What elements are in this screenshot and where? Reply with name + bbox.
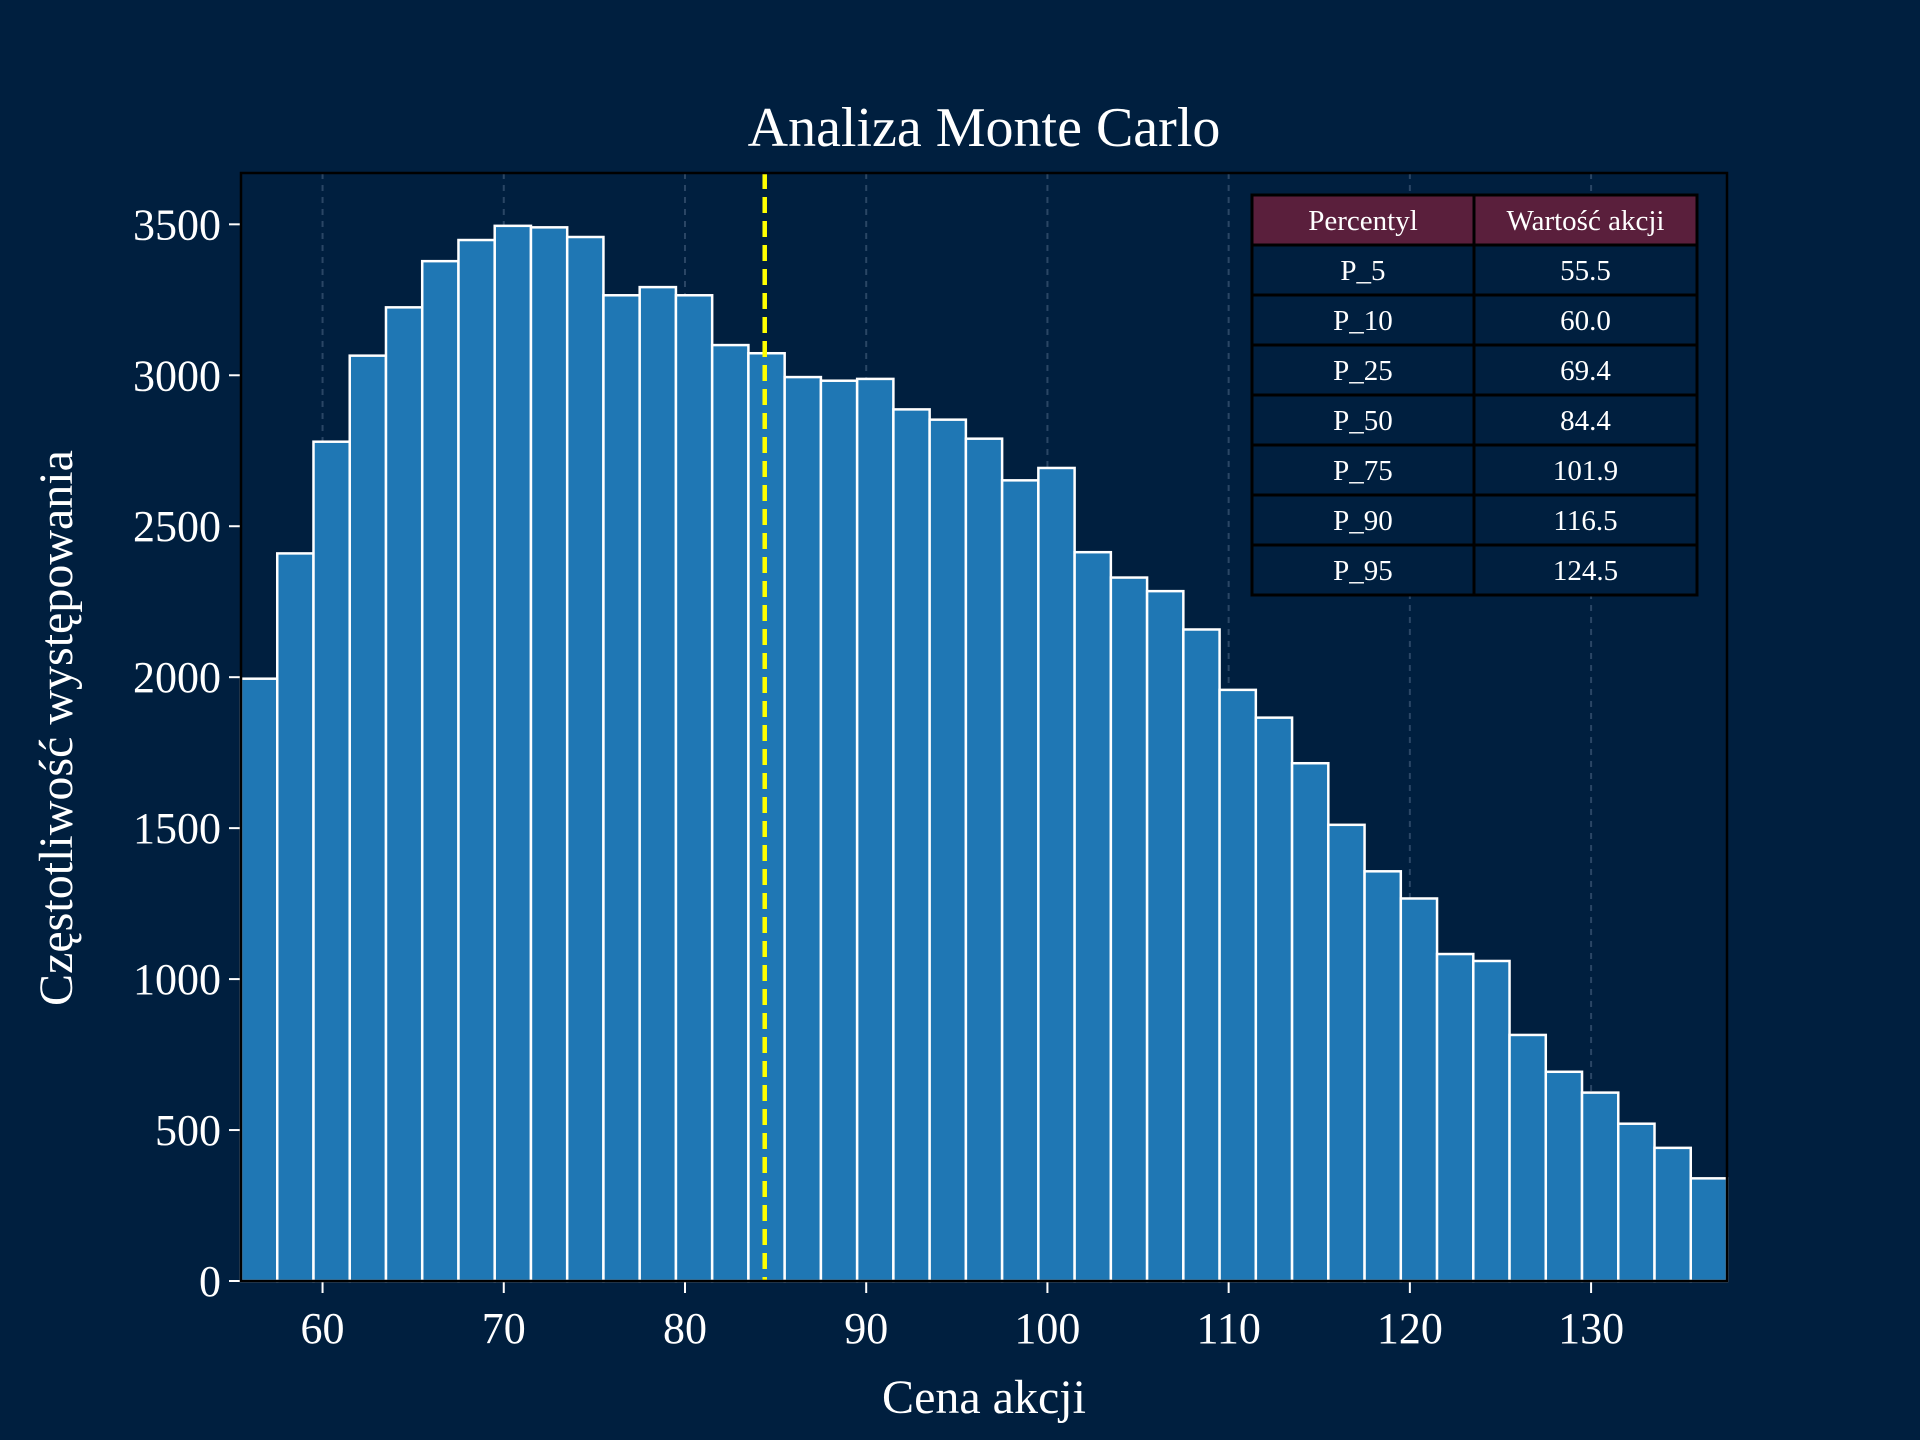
histogram-bar (710, 343, 750, 1283)
plot-frame (239, 171, 1729, 1283)
y-tick-label: 3500 (133, 200, 221, 249)
chart-title: Analiza Monte Carlo (748, 97, 1221, 159)
histogram-bar (602, 294, 641, 1283)
histogram-bar (1689, 1177, 1729, 1283)
histogram-bar (964, 437, 1004, 1283)
table-percentile-cell (1250, 243, 1476, 297)
histogram-bar (1435, 952, 1475, 1283)
histogram-bar (1399, 897, 1439, 1283)
table-value-text: 69.4 (1560, 355, 1611, 387)
y-tick-label: 500 (155, 1106, 221, 1155)
histogram-bar (1145, 589, 1185, 1283)
table-header-cell (1250, 193, 1476, 247)
table-header-cell (1472, 193, 1699, 247)
table-value-text: 116.5 (1553, 505, 1617, 537)
table-value-cell (1472, 493, 1699, 547)
histogram-bar (819, 379, 859, 1283)
x-tick-label: 60 (301, 1304, 345, 1353)
histogram-bar (1037, 466, 1076, 1283)
x-tick-label: 110 (1196, 1304, 1260, 1353)
x-tick-label: 100 (1014, 1304, 1080, 1353)
table-header-text: Percentyl (1308, 205, 1418, 237)
table-value-cell (1472, 343, 1699, 397)
histogram-bar (1290, 761, 1330, 1283)
histogram-bar (783, 375, 823, 1283)
y-tick-label: 1500 (133, 804, 221, 853)
y-tick-label: 3000 (133, 351, 221, 400)
x-tick-label: 120 (1377, 1304, 1443, 1353)
x-axis-ticks: 60 70 80 90 100 110 120 130 (301, 1281, 1624, 1353)
percentile-table: Percentyl Wartość akcji P_5 55.5 P_10 60.0 P_2… (1250, 193, 1699, 597)
table-percentile-text: P_50 (1333, 405, 1393, 437)
table-value-cell (1472, 443, 1699, 497)
histogram-bar (457, 238, 496, 1283)
histogram-bar (420, 259, 460, 1283)
histogram-bar (1653, 1146, 1693, 1283)
table-value-text: 60.0 (1560, 305, 1611, 337)
histogram-bar (275, 552, 315, 1283)
table-percentile-text: P_25 (1333, 355, 1393, 387)
x-axis-label: Cena akcji (882, 1371, 1086, 1424)
x-tick-label: 70 (482, 1304, 526, 1353)
histogram-bars (239, 224, 1729, 1283)
histogram-bar (1000, 479, 1040, 1283)
histogram-bar (239, 677, 279, 1283)
table-percentile-text: P_90 (1333, 505, 1393, 537)
table-percentile-cell (1250, 543, 1476, 597)
table-value-text: 101.9 (1553, 455, 1618, 487)
x-tick-label: 80 (663, 1304, 707, 1353)
histogram-bar (1327, 823, 1366, 1283)
y-tick-label: 2500 (133, 502, 221, 551)
y-axis-ticks: 0 500 1000 1500 2000 2500 3000 3500 (133, 200, 241, 1306)
histogram-bar (348, 354, 388, 1283)
histogram-bar (855, 377, 895, 1283)
histogram-bar (1472, 959, 1511, 1283)
table-percentile-text: P_10 (1333, 305, 1393, 337)
histogram-bar (384, 306, 424, 1283)
table-value-text: 55.5 (1560, 255, 1611, 287)
histogram-bar (1363, 870, 1403, 1283)
histogram-bar (493, 224, 533, 1283)
table-value-cell (1472, 543, 1699, 597)
table-percentile-text: P_95 (1333, 555, 1393, 587)
histogram-bar (312, 440, 351, 1283)
histogram-bar (638, 285, 678, 1283)
histogram-bar (1073, 550, 1113, 1283)
histogram-bar (928, 418, 968, 1283)
x-tick-label: 90 (844, 1304, 888, 1353)
histogram-bar (1218, 688, 1258, 1283)
histogram-bar (1544, 1070, 1584, 1283)
y-axis-label: Częstotliwość występowania (30, 450, 83, 1006)
y-tick-label: 1000 (133, 955, 221, 1004)
table-value-cell (1472, 393, 1699, 447)
histogram-bar (1182, 628, 1221, 1283)
y-tick-label: 2000 (133, 653, 221, 702)
histogram-bar (565, 235, 605, 1283)
histogram-bar (529, 226, 569, 1283)
histogram-bar (674, 294, 714, 1283)
table-percentile-text: P_5 (1340, 255, 1385, 287)
table-value-text: 124.5 (1553, 555, 1618, 587)
table-value-cell (1472, 243, 1699, 297)
histogram-bar (892, 408, 931, 1283)
histogram-bar (1254, 716, 1294, 1283)
table-value-cell (1472, 293, 1699, 347)
histogram-bar (1109, 576, 1149, 1283)
histogram-bar (1580, 1091, 1620, 1283)
table-value-text: 84.4 (1560, 405, 1611, 437)
x-tick-label: 130 (1558, 1304, 1624, 1353)
table-header-text: Wartość akcji (1507, 205, 1665, 237)
y-tick-label: 0 (199, 1257, 221, 1306)
histogram-bar (1617, 1122, 1656, 1283)
table-percentile-text: P_75 (1333, 455, 1393, 487)
histogram-bar (1508, 1033, 1548, 1283)
